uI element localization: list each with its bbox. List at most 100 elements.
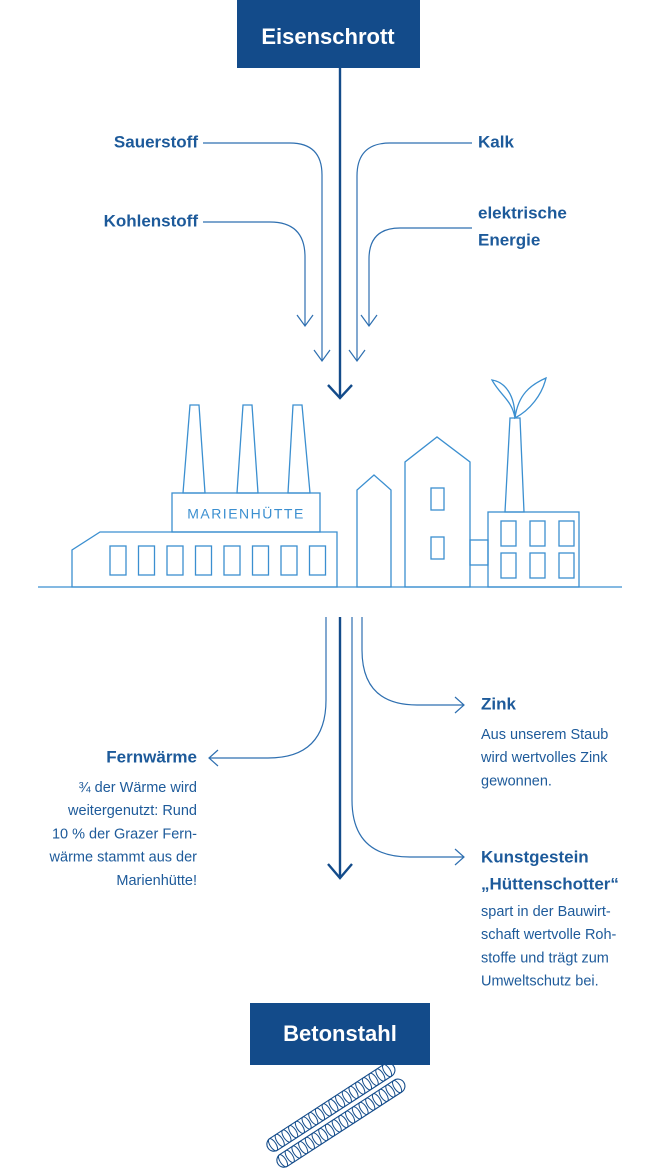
window: [167, 546, 183, 575]
rebar-rib: [320, 1102, 333, 1117]
rebar-rib: [327, 1098, 340, 1113]
rebar-rib: [334, 1094, 347, 1109]
factory-illustration: [38, 378, 622, 587]
output-title: Zink: [481, 694, 516, 713]
rebar-rib: [377, 1088, 390, 1103]
input-label: Kalk: [478, 132, 514, 151]
rebar-rib: [374, 1068, 387, 1083]
source-label: Eisenschrott: [261, 24, 395, 49]
output-description: 10 % der Grazer Fern-: [52, 826, 197, 842]
output-title: Kunstgestein: [481, 847, 589, 866]
rebar-rib: [294, 1120, 307, 1135]
output-description: stoffe und trägt zum: [481, 950, 609, 966]
output-description: wird wertvolles Zink: [480, 750, 608, 766]
factory-shape: [183, 405, 205, 493]
page: Marienhütte {"header":{"title":"Eisensch…: [0, 0, 657, 1174]
factory-shape: [357, 475, 391, 587]
window: [530, 553, 545, 578]
rebar-rib: [330, 1118, 343, 1133]
input-label: Sauerstoff: [114, 132, 198, 151]
factory-shape: [405, 437, 470, 587]
output-description: gewonnen.: [481, 773, 552, 789]
rebar-rib: [351, 1105, 364, 1120]
rebar-rib: [344, 1110, 357, 1125]
output-description: schaft wertvolle Roh-: [481, 927, 617, 943]
rebar-rib: [384, 1084, 397, 1099]
rebar-rib: [310, 1131, 323, 1146]
output-line: [352, 617, 464, 857]
diagram: Eisenschrott Sauerstoff Kohlenstoff Kalk…: [0, 0, 657, 1174]
rebar-rib: [287, 1124, 300, 1139]
rebar-rib: [337, 1114, 350, 1129]
factory-shape: [110, 546, 326, 575]
output-description: weitergenutzt: Rund: [67, 803, 197, 819]
window: [281, 546, 297, 575]
factory-shape: [470, 540, 488, 565]
rebar-illustration: [264, 1060, 407, 1169]
rebar-rib: [391, 1079, 404, 1094]
rebar-rib: [341, 1089, 354, 1104]
rebar-rib: [381, 1063, 394, 1078]
factory-shape: [492, 380, 515, 418]
input-line: [203, 143, 322, 361]
window: [196, 546, 212, 575]
rebar-rib: [347, 1085, 360, 1100]
output-description: Aus unserem Staub: [481, 727, 608, 743]
factory-shape: [501, 521, 574, 578]
output-description: Umweltschutz bei.: [481, 974, 599, 990]
window: [224, 546, 240, 575]
rebar-rib: [371, 1092, 384, 1107]
output-description: spart in der Bauwirt-: [481, 904, 611, 920]
rebar-rib: [357, 1101, 370, 1116]
factory-shape: [237, 405, 258, 493]
factory-shape: [288, 405, 310, 493]
rebar-rib: [300, 1115, 313, 1130]
rebar-rib: [283, 1149, 296, 1164]
factory-shape: [431, 537, 444, 559]
window: [530, 521, 545, 546]
window: [253, 546, 269, 575]
factory-shape: [431, 488, 444, 510]
body: Eisenschrott Sauerstoff Kohlenstoff Kalk…: [0, 0, 657, 1174]
product-label: Betonstahl: [283, 1021, 397, 1046]
window: [501, 521, 516, 546]
rebar-rib: [314, 1107, 327, 1122]
rebar-rib: [364, 1097, 377, 1112]
rebar-rib: [317, 1127, 330, 1142]
rebar-rib: [354, 1081, 367, 1096]
output-description: wärme stammt aus der: [49, 850, 198, 866]
input-line: [357, 143, 472, 361]
output-title: Fernwärme: [106, 747, 197, 766]
window: [501, 553, 516, 578]
input-label: Kohlenstoff: [104, 211, 199, 230]
rebar-rib: [367, 1072, 380, 1087]
rebar-rib: [361, 1076, 374, 1091]
output-description: Marienhütte!: [116, 873, 197, 889]
outputs: Zink Aus unserem Staub wird wertvolles Zin…: [49, 694, 619, 989]
window: [559, 553, 574, 578]
output-line: [209, 617, 326, 758]
rebar-rib: [307, 1111, 320, 1126]
rebar-rib: [304, 1136, 317, 1151]
window: [139, 546, 155, 575]
input-line: [203, 222, 305, 326]
window: [110, 546, 126, 575]
rebar-rib: [277, 1153, 290, 1168]
rebar-rib: [297, 1140, 310, 1155]
input-line: [369, 228, 472, 326]
factory-shape: [505, 418, 524, 512]
output-description: ¾ der Wärme wird: [79, 780, 197, 796]
factory-shape: [515, 378, 546, 418]
rebar-rib: [267, 1137, 280, 1152]
rebar-rib: [290, 1145, 303, 1160]
rebar-rib: [273, 1133, 286, 1148]
window: [559, 521, 574, 546]
output-line: [362, 617, 464, 705]
rebar-rib: [324, 1123, 337, 1138]
input-label: elektrische: [478, 203, 567, 222]
input-label: Energie: [478, 230, 540, 249]
window: [310, 546, 326, 575]
factory-label: MARIENHÜTTE: [187, 505, 305, 522]
rebar-rib: [280, 1129, 293, 1144]
output-title: „Hüttenschotter“: [481, 874, 619, 893]
